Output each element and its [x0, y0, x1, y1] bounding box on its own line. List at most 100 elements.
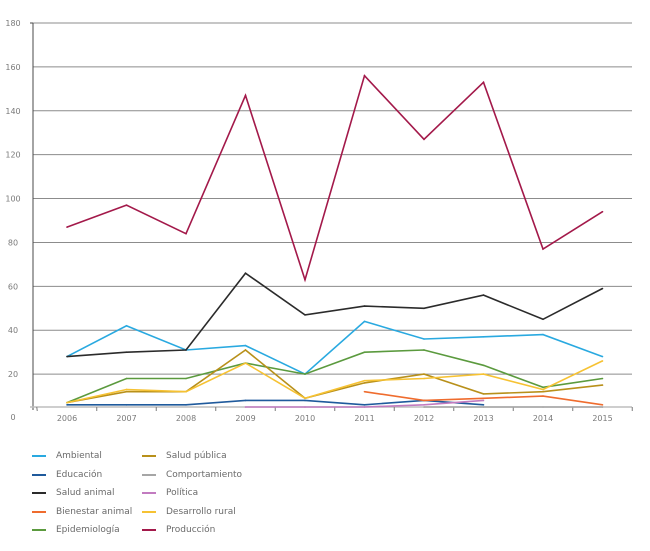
data-point-epidemiologia — [125, 377, 128, 380]
data-point-salud-animal — [363, 305, 366, 307]
data-point-salud-animal — [185, 349, 187, 351]
y-tick-label: 160 — [5, 63, 20, 72]
data-point-produccion — [125, 204, 128, 206]
data-point-salud-animal — [125, 351, 128, 353]
series-line-epidemiologia — [66, 349, 603, 404]
legend-item-salud-publica: Salud pública — [142, 448, 227, 464]
data-point-produccion — [66, 226, 68, 228]
data-point-salud-animal — [66, 355, 68, 358]
data-point-epidemiologia — [542, 386, 544, 389]
data-point-ambiental — [125, 325, 128, 327]
data-point-salud-animal — [244, 272, 247, 274]
legend-swatch — [142, 455, 156, 457]
legend-item-ambiental: Ambiental — [32, 448, 102, 464]
data-point-comportamiento — [423, 406, 425, 408]
data-point-desarrollo-rural — [304, 397, 306, 400]
y-tick-label: 20 — [8, 370, 18, 379]
data-point-produccion — [601, 210, 604, 213]
legend-item-educacion: Educación — [32, 467, 102, 483]
data-point-politica — [363, 406, 366, 408]
y-tick-label: 140 — [5, 107, 20, 116]
y-tick-label: 120 — [5, 151, 20, 160]
data-point-desarrollo-rural — [244, 362, 247, 364]
data-point-educacion — [66, 404, 68, 406]
y-tick-label: 40 — [8, 326, 18, 335]
data-point-epidemiologia — [185, 377, 187, 380]
x-tick-label: 2006 — [57, 414, 77, 423]
x-tick-label: 2014 — [533, 414, 553, 423]
legend-label: Comportamiento — [166, 469, 243, 480]
x-tick-label: 2013 — [473, 414, 493, 423]
data-point-bienestar-animal — [542, 395, 544, 397]
x-tick-label: 2012 — [414, 414, 434, 423]
legend-swatch — [32, 455, 46, 457]
legend-swatch — [32, 492, 46, 495]
legend-label: Educación — [56, 469, 103, 480]
legend-label: Salud pública — [166, 451, 227, 461]
y-tick-label: 100 — [5, 195, 20, 204]
data-point-educacion — [363, 404, 366, 406]
legend-label: Producción — [166, 525, 216, 536]
data-point-educacion — [185, 404, 187, 406]
data-point-bienestar-animal — [482, 397, 485, 400]
series-line-salud-animal — [66, 272, 603, 358]
series-line-ambiental — [66, 320, 603, 376]
legend-item-salud-animal: Salud animal — [32, 485, 115, 501]
data-point-salud-animal — [423, 307, 425, 310]
legend-swatch — [32, 510, 46, 513]
data-point-ambiental — [363, 320, 366, 323]
data-point-politica — [423, 404, 425, 406]
data-point-salud-animal — [601, 287, 604, 290]
data-point-epidemiologia — [601, 377, 604, 380]
legend-swatch — [32, 529, 46, 532]
data-point-desarrollo-rural — [482, 373, 485, 375]
legend-item-epidemiologia: Epidemiología — [32, 522, 120, 538]
legend-swatch — [32, 473, 46, 476]
data-point-comportamiento — [542, 406, 544, 408]
data-point-desarrollo-rural — [601, 360, 604, 362]
x-tick-label: 2011 — [354, 414, 374, 423]
data-point-desarrollo-rural — [125, 388, 128, 391]
data-point-comportamiento — [482, 406, 485, 408]
data-point-produccion — [482, 81, 485, 84]
legend-label: Epidemiología — [56, 525, 120, 536]
data-point-educacion — [244, 399, 247, 402]
data-point-produccion — [244, 94, 247, 97]
legend-item-politica: Política — [142, 485, 198, 501]
data-point-ambiental — [482, 336, 485, 338]
data-point-desarrollo-rural — [185, 390, 187, 393]
data-point-epidemiologia — [423, 349, 425, 351]
x-tick-label: 2008 — [176, 414, 196, 423]
legend-label: Ambiental — [56, 451, 102, 461]
data-point-politica — [304, 406, 306, 408]
legend-label: Política — [166, 488, 199, 499]
data-point-educacion — [304, 399, 306, 402]
legend-swatch — [142, 492, 156, 495]
legend-item-produccion: Producción — [142, 522, 215, 538]
x-tick-label: 2009 — [235, 414, 255, 423]
data-point-produccion — [363, 74, 366, 77]
data-point-epidemiologia — [363, 351, 366, 353]
data-point-ambiental — [601, 355, 604, 358]
data-point-bienestar-animal — [363, 390, 366, 393]
data-point-ambiental — [542, 333, 544, 336]
series-line-educacion — [67, 399, 484, 406]
data-point-salud-publica — [125, 390, 128, 393]
y-tick-label: 60 — [8, 282, 18, 291]
series-line-produccion — [66, 74, 603, 283]
data-point-educacion — [482, 404, 485, 406]
data-point-desarrollo-rural — [542, 388, 544, 391]
legend-label: Bienestar animal — [56, 506, 133, 517]
series-line-desarrollo-rural — [66, 360, 603, 404]
y-tick-label: 0 — [10, 413, 15, 422]
data-point-politica — [482, 399, 485, 402]
data-point-epidemiologia — [304, 373, 306, 375]
gridlines — [33, 22, 632, 375]
x-tick-mark — [36, 406, 38, 412]
data-point-salud-animal — [304, 314, 306, 316]
data-point-salud-publica — [244, 349, 247, 351]
legend-item-comportamiento: Comportamiento — [142, 467, 242, 483]
x-tick-label: 2010 — [295, 414, 315, 423]
series-line-salud-publica — [66, 348, 603, 404]
